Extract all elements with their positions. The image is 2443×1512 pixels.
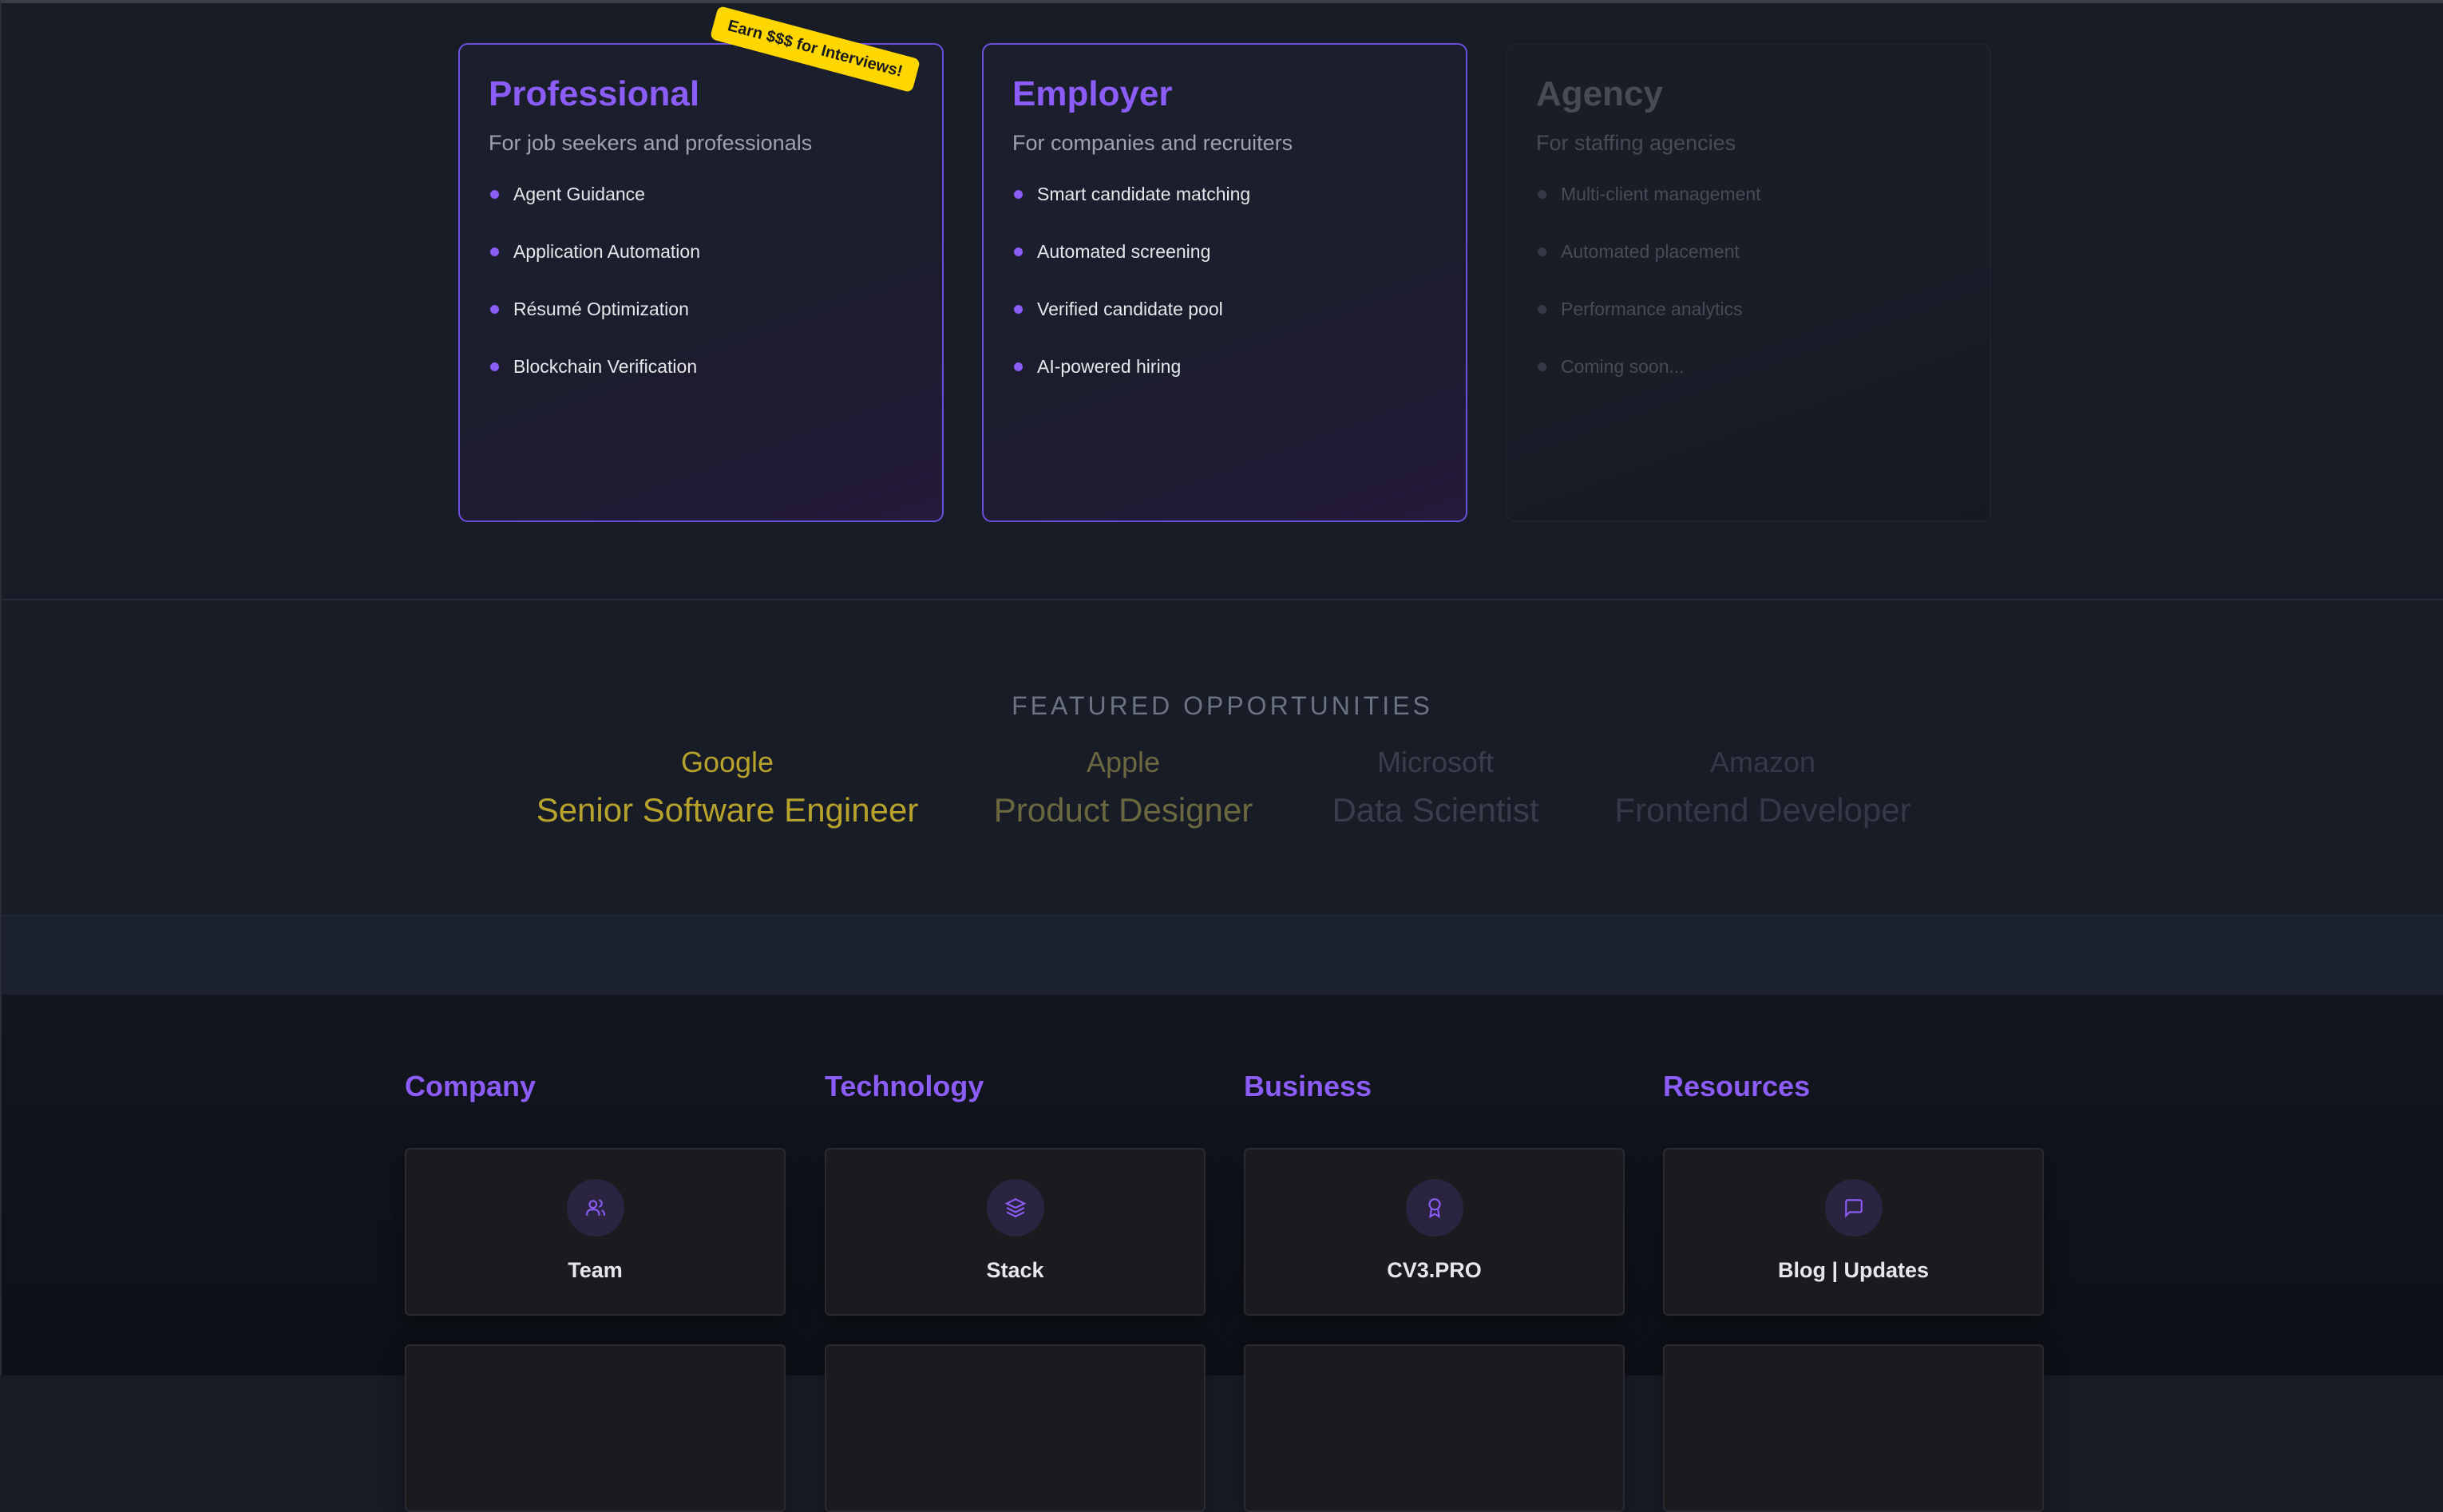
award-icon [1405,1179,1463,1237]
feature-item: Agent Guidance [489,180,913,237]
bullet-icon [490,190,499,199]
footer-card-label: Team [568,1258,623,1282]
feature-label: Blockchain Verification [513,356,698,377]
footer-card[interactable] [1663,1344,2044,1512]
footer-card[interactable] [825,1344,1206,1512]
plan-subtitle: For companies and recruiters [1012,131,1293,155]
feature-label: Multi-client management [1561,184,1761,204]
company-name: Amazon [1709,746,1816,778]
footer-card-cv3pro[interactable]: CV3.PRO [1244,1148,1625,1316]
plan-title: Agency [1536,74,1663,113]
bullet-icon [490,362,499,371]
feature-item: Multi-client management [1536,180,1961,237]
bullet-icon [1538,190,1546,199]
footer-column-company: Company Team [405,1070,786,1512]
footer-card-team[interactable]: Team [405,1148,786,1316]
plan-title: Employer [1012,74,1173,113]
role-title: Product Designer [993,791,1253,829]
feature-label: Agent Guidance [513,184,645,204]
feature-item: Blockchain Verification [489,352,913,410]
feature-label: Résumé Optimization [513,299,689,319]
bullet-icon [1014,190,1023,199]
feature-item: Application Automation [489,237,913,295]
opportunity-item[interactable]: Apple Product Designer [900,746,1347,830]
bullet-icon [1014,305,1023,314]
feature-label: Automated placement [1561,241,1740,262]
feature-label: Smart candidate matching [1037,184,1251,204]
users-icon [566,1179,624,1237]
feature-label: Coming soon... [1561,356,1685,377]
company-name: Apple [1086,746,1161,778]
bullet-icon [1014,362,1023,371]
message-square-icon [1824,1179,1883,1237]
spacer-band [2,915,2443,995]
section-divider [2,599,2443,600]
bullet-icon [1538,247,1546,256]
footer-card-label: CV3.PRO [1387,1258,1482,1282]
role-title: Data Scientist [1332,791,1539,829]
plan-subtitle: For job seekers and professionals [489,131,813,155]
feature-item: Automated screening [1012,237,1437,295]
footer-card-label: Stack [986,1258,1044,1282]
role-title: Frontend Developer [1614,791,1911,829]
feature-item: Résumé Optimization [489,295,913,352]
opportunity-item[interactable]: Google Senior Software Engineer [504,746,951,830]
plan-subtitle: For staffing agencies [1536,131,1736,155]
feature-label: Application Automation [513,241,700,262]
plan-card-professional[interactable]: Professional For job seekers and profess… [458,43,944,522]
plan-title: Professional [489,74,700,113]
plan-card-agency: Agency For staffing agencies Multi-clien… [1506,43,1991,522]
bullet-icon [1538,362,1546,371]
footer-card-blog[interactable]: Blog | Updates [1663,1148,2044,1316]
footer-column-technology: Technology Stack [825,1070,1206,1512]
footer-column-business: Business CV3.PRO [1244,1070,1625,1512]
plan-card-employer[interactable]: Employer For companies and recruiters Sm… [982,43,1467,522]
company-name: Google [680,746,774,778]
footer-heading: Technology [825,1070,984,1102]
bullet-icon [490,247,499,256]
footer-heading: Company [405,1070,537,1102]
footer-card-label: Blog | Updates [1777,1258,1930,1282]
footer-card-stack[interactable]: Stack [825,1148,1206,1316]
footer [2,995,2443,1375]
bullet-icon [1538,305,1546,314]
feature-item: Smart candidate matching [1012,180,1437,237]
footer-card[interactable] [1244,1344,1625,1512]
role-title: Senior Software Engineer [536,791,919,829]
footer-card[interactable] [405,1344,786,1512]
feature-item: Coming soon... [1536,352,1961,410]
opportunity-item[interactable]: Microsoft Data Scientist [1212,746,1659,830]
layers-icon [986,1179,1044,1237]
footer-heading: Resources [1663,1070,1811,1102]
bullet-icon [1014,247,1023,256]
footer-heading: Business [1244,1070,1372,1102]
featured-title: FEATURED OPPORTUNITIES [1012,691,1433,720]
feature-label: AI-powered hiring [1037,356,1182,377]
feature-item: AI-powered hiring [1012,352,1437,410]
company-name: Microsoft [1376,746,1495,778]
feature-item: Performance analytics [1536,295,1961,352]
footer-column-resources: Resources Blog | Updates [1663,1070,2044,1512]
bullet-icon [490,305,499,314]
feature-item: Verified candidate pool [1012,295,1437,352]
feature-label: Performance analytics [1561,299,1743,319]
feature-item: Automated placement [1536,237,1961,295]
feature-label: Verified candidate pool [1037,299,1223,319]
feature-label: Automated screening [1037,241,1211,262]
opportunity-item[interactable]: Amazon Frontend Developer [1539,746,1986,830]
